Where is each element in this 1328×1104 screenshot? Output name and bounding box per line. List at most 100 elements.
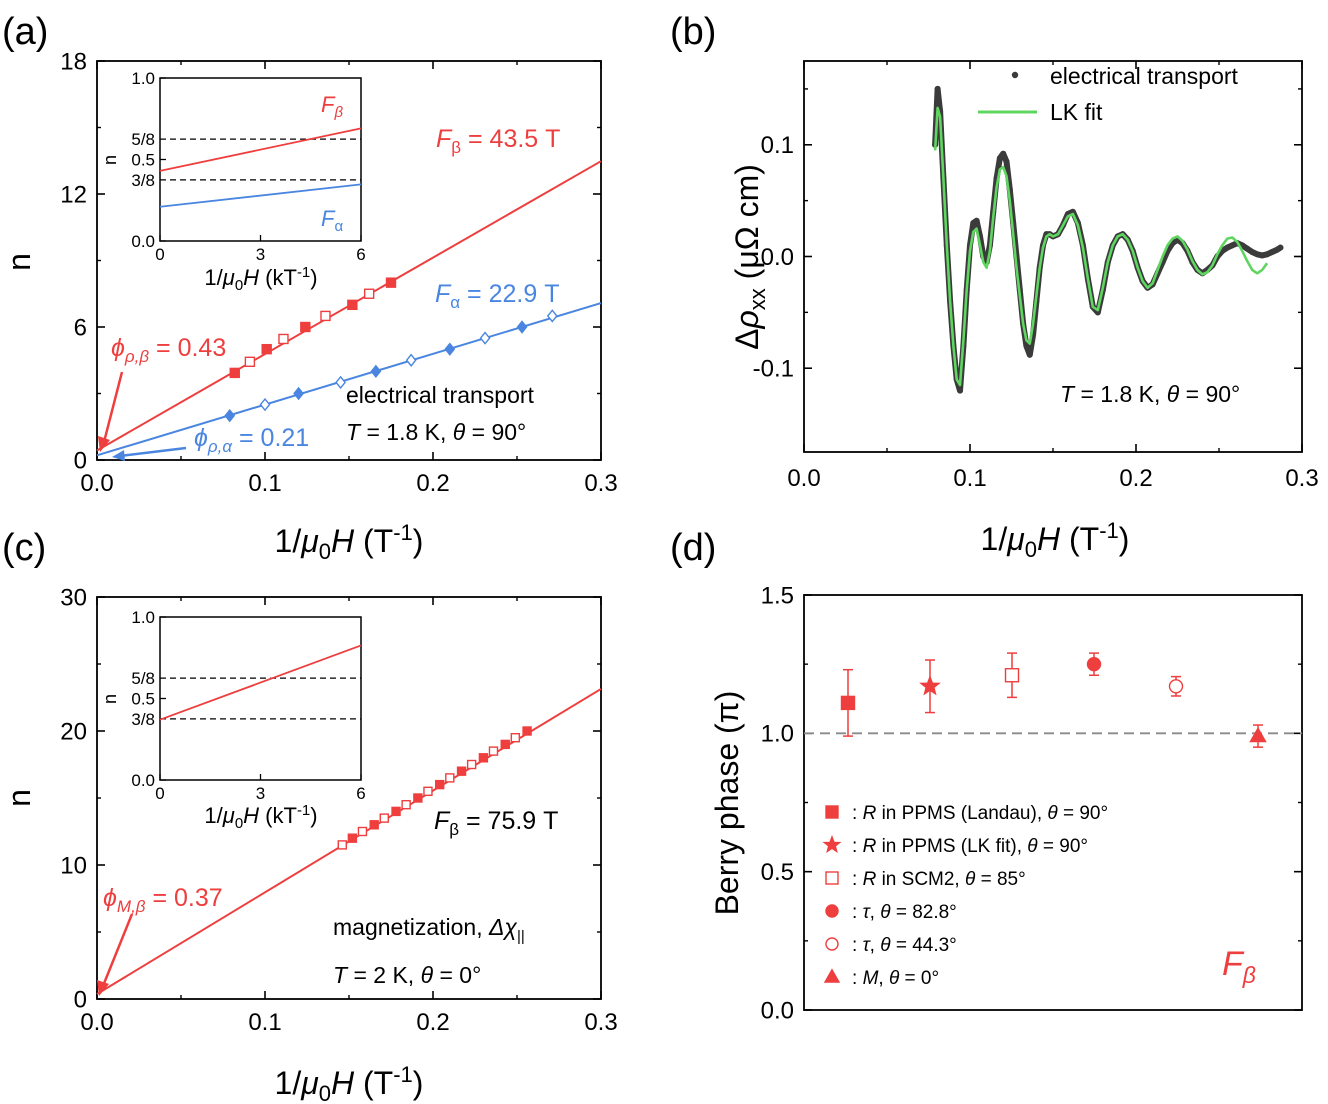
x-tick-label: 0.1	[248, 1009, 281, 1036]
data-point-F_beta	[391, 806, 401, 817]
panel-a-inset-fbeta-label: Fβ	[321, 92, 343, 121]
inset-x-tick-label: 0	[155, 245, 164, 264]
inset-hline-label: 5/8	[131, 669, 155, 688]
panel-a-phialpha-arrowhead	[112, 450, 125, 461]
panel-b-series	[932, 85, 1284, 394]
panel-c-condition-label: magnetization, Δχ||	[333, 914, 525, 945]
y-tick-label: 0	[74, 447, 87, 474]
inset-x-tick-label: 6	[356, 245, 365, 264]
legend-entry: : τ, θ = 44.3°	[852, 935, 957, 956]
panel-a-fbeta-annotation: Fβ = 43.5 T	[436, 125, 560, 157]
data-point-F_beta	[510, 733, 521, 743]
transport-point	[1003, 158, 1010, 165]
panel-c-fbeta-annotation: Fβ = 75.9 T	[434, 807, 558, 839]
panel-d-label: (d)	[670, 527, 716, 569]
panel-b-legend-lkfit: LK fit	[1050, 99, 1103, 125]
data-point-F_beta	[357, 826, 368, 837]
data-point-F_beta	[347, 299, 358, 311]
legend-entry: : τ, θ = 82.8°	[852, 902, 957, 923]
transport-point	[957, 387, 964, 394]
legend-entry: : R in SCM2, θ = 85°	[852, 869, 1026, 890]
panel-b-temperature-angle: T = 1.8 K, θ = 90°	[1060, 381, 1240, 407]
inset-line-F_beta	[159, 644, 362, 721]
panel-b: (b) 0.0 0.1 0.2 0.3-0.10.00.1 Δρxx (μΩ cm) …	[670, 11, 1319, 562]
transport-point	[1259, 252, 1266, 259]
panel-a-inset-ylabel: n	[100, 155, 120, 165]
data-point-F_beta	[320, 310, 331, 322]
transport-point	[1026, 351, 1033, 358]
panel-d-fbeta-label: Fβ	[1222, 945, 1256, 988]
x-tick-label: 0.0	[787, 465, 820, 492]
panel-d-legend: : R in PPMS (Landau), θ = 90°: R in PPMS…	[823, 803, 1108, 989]
legend-marker	[823, 836, 841, 853]
data-point-F_beta	[456, 766, 467, 776]
inset-y-tick-label: 0.5	[131, 151, 155, 170]
y-tick-label: 18	[60, 48, 87, 75]
berry-phase-point	[1168, 679, 1184, 694]
transport-point	[1269, 249, 1276, 256]
panel-c-inset-ylabel: n	[100, 694, 120, 704]
panel-b-legend-transport: electrical transport	[1050, 63, 1239, 89]
inset-hline-label: 3/8	[131, 710, 155, 729]
x-tick-label: 0.1	[953, 465, 986, 492]
y-tick-label: 0	[74, 986, 87, 1013]
inset-y-tick-label: 1.0	[131, 69, 155, 88]
data-point-F_beta	[385, 277, 397, 288]
berry-phase-point	[1086, 656, 1102, 672]
transport-point	[1264, 251, 1271, 258]
y-tick-label: 1.5	[761, 582, 794, 609]
panel-a-phialpha-arrow	[119, 446, 187, 458]
y-tick-label: 6	[74, 314, 87, 341]
panel-c-label: (c)	[2, 527, 46, 569]
panel-b-ticks: 0.0 0.1 0.2 0.3 -0.1 0.0 0.1	[753, 61, 1319, 492]
legend-entry: : R in PPMS (LK fit), θ = 90°	[852, 836, 1088, 857]
inset-y-tick-label: 0.0	[131, 232, 155, 251]
panel-a-condition-label: electrical transport	[346, 382, 535, 408]
panel-a-phialpha-annotation: ϕρ,α = 0.21	[194, 424, 309, 456]
inset-y-tick-label: 0.0	[131, 771, 155, 790]
panel-a-phibeta-arrowhead	[98, 436, 110, 452]
data-point-F_beta	[379, 813, 389, 823]
x-tick-label: 0.1	[248, 470, 281, 497]
transport-point	[1229, 242, 1236, 249]
x-tick-label: 0.2	[416, 470, 449, 497]
panel-a-falpha-annotation: Fα = 22.9 T	[435, 280, 559, 312]
transport-point	[1224, 244, 1231, 251]
data-point-F_alpha	[259, 397, 271, 412]
y-tick-label: 0.5	[761, 859, 794, 886]
data-point-F_alpha	[479, 331, 491, 345]
panel-a-markers	[224, 277, 558, 423]
data-point-F_beta	[363, 288, 375, 299]
inset-hline-label: 5/8	[131, 130, 155, 149]
data-point-F_beta	[488, 746, 499, 756]
panel-a-inset-falpha-label: Fα	[321, 206, 343, 235]
x-tick-label: 0.3	[584, 1009, 617, 1036]
y-tick-label: 12	[60, 181, 87, 208]
x-tick-label: 0.0	[80, 1009, 113, 1036]
inset-x-tick-label: 0	[155, 784, 164, 803]
panel-a-xlabel: 1/μ0H (T-1)	[275, 520, 424, 564]
legend-marker	[825, 937, 839, 951]
transport-point	[1277, 244, 1284, 251]
panel-b-xlabel: 1/μ0H (T-1)	[981, 518, 1130, 562]
data-point-F_alpha	[516, 320, 528, 334]
legend-entry: : M, θ = 0°	[852, 968, 939, 989]
panel-a-phibeta-arrow	[102, 371, 124, 443]
panel-a-inset: 0 3 6 0.0 0.5 1.0 5/8 3/8 n 1/μ0H (kT-1) Fβ Fα	[100, 69, 366, 294]
panel-b-ylabel: Δρxx (μΩ cm)	[729, 164, 770, 350]
series-lk-fit	[933, 106, 1269, 387]
panel-a-inset-xlabel: 1/μ0H (kT-1)	[204, 264, 317, 294]
y-tick-label: 0.0	[761, 244, 794, 271]
transport-point	[1249, 249, 1256, 256]
legend-marker	[825, 871, 839, 885]
data-point-F_beta	[300, 321, 311, 333]
data-point-F_beta	[500, 739, 510, 750]
berry-phase-point	[1004, 668, 1020, 683]
panel-c-temperature-angle: T = 2 K, θ = 0°	[333, 962, 481, 988]
x-tick-label: 0.0	[80, 470, 113, 497]
y-tick-label: 1.0	[761, 721, 794, 748]
panel-d-markers	[804, 652, 1302, 748]
panel-c-inset-frame	[159, 616, 362, 781]
